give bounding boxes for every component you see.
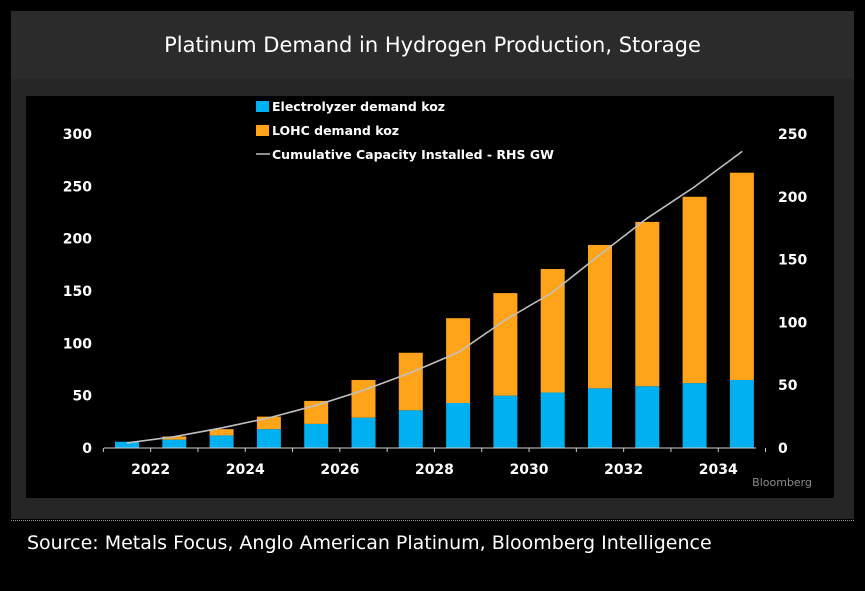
cumulative-point-2030 (504, 319, 506, 321)
bar-electrolyzer-2023 (162, 439, 187, 448)
bar-lohc-2026 (304, 400, 329, 424)
y-right-tick-label: 150 (778, 253, 807, 269)
cumulative-point-2028 (410, 372, 412, 374)
bar-electrolyzer-2025 (256, 429, 281, 448)
bar-lohc-2032 (588, 244, 612, 389)
x-tick-label: 2026 (320, 462, 359, 478)
chart-title: Platinum Demand in Hydrogen Production, … (164, 33, 701, 57)
bloomberg-watermark: Bloomberg (752, 476, 812, 489)
bar-electrolyzer-2034 (682, 383, 707, 448)
bar-lohc-2023 (162, 436, 187, 440)
cumulative-capacity-line (126, 150, 743, 444)
cumulative-point-2024 (221, 427, 223, 429)
x-tick-label: 2028 (415, 462, 454, 478)
y-left-tick-label: 150 (63, 284, 92, 300)
y-left-tick-label: 200 (63, 232, 92, 248)
legend: Electrolyzer demand koz LOHC demand koz Cu… (256, 99, 554, 162)
cumulative-point-2023 (173, 436, 175, 438)
cumulative-point-2029 (457, 351, 459, 354)
y-left-tick-label: 0 (82, 441, 92, 457)
bar-lohc-2027 (351, 379, 376, 418)
x-tick-label: 2034 (699, 462, 738, 478)
bar-lohc-2028 (398, 352, 423, 411)
bar-lohc-2029 (446, 318, 471, 403)
bar-electrolyzer-2028 (398, 410, 423, 448)
bar-electrolyzer-2024 (209, 435, 234, 448)
y-right-tick-label: 250 (778, 127, 807, 143)
cumulative-point-2031 (552, 291, 554, 293)
cumulative-point-2035 (741, 150, 743, 153)
line-group (126, 150, 743, 444)
cumulative-point-2034 (694, 186, 696, 188)
axes-group: 2022 2024 2026 2028 2030 2032 2034 0 50 100 150 200… (63, 127, 808, 478)
source-note: Source: Metals Focus, Anglo American Pla… (27, 532, 712, 554)
divider (11, 520, 854, 521)
cumulative-point-2032 (599, 253, 601, 256)
bar-electrolyzer-2035 (729, 379, 754, 448)
cumulative-point-2027 (362, 389, 365, 391)
y-left-tick-label: 50 (73, 389, 93, 405)
title-bar: Platinum Demand in Hydrogen Production, … (11, 11, 854, 79)
bar-lohc-2035 (729, 172, 754, 380)
cumulative-point-2033 (646, 217, 648, 219)
y-left-tick-label: 100 (63, 336, 92, 352)
chart-area: 2022 2024 2026 2028 2030 2032 2034 0 50 100 150 200… (26, 96, 834, 498)
cumulative-point-2022 (126, 442, 128, 444)
cumulative-point-2025 (268, 417, 270, 419)
y-right-tick-label: 100 (778, 315, 807, 331)
x-tick-label: 2022 (131, 462, 170, 478)
bar-electrolyzer-2022 (115, 441, 139, 448)
y-left-tick-label: 250 (63, 179, 92, 195)
bar-lohc-2033 (635, 221, 660, 387)
bar-lohc-2030 (493, 293, 518, 396)
bar-electrolyzer-2033 (635, 386, 660, 448)
legend-label: Cumulative Capacity Installed - RHS GW (272, 147, 554, 162)
cumulative-point-2026 (315, 404, 317, 406)
x-tick-label: 2032 (604, 462, 643, 478)
bar-electrolyzer-2030 (493, 395, 518, 448)
legend-label: Electrolyzer demand koz (272, 99, 445, 114)
bars-group (115, 172, 754, 448)
chart-svg: 2022 2024 2026 2028 2030 2032 2034 0 50 100 150 200… (63, 99, 812, 489)
bar-lohc-2024 (209, 429, 234, 436)
legend-label: LOHC demand koz (272, 123, 399, 138)
bar-electrolyzer-2031 (540, 392, 565, 448)
bar-electrolyzer-2027 (351, 417, 376, 448)
bar-lohc-2034 (682, 196, 707, 384)
bar-electrolyzer-2026 (304, 423, 329, 448)
y-right-tick-label: 50 (778, 378, 798, 394)
x-tick-label: 2030 (510, 462, 549, 478)
y-left-tick-label: 300 (63, 127, 92, 143)
bar-electrolyzer-2032 (588, 388, 612, 448)
bar-electrolyzer-2029 (446, 402, 471, 448)
legend-swatch-lohc (256, 125, 269, 136)
y-right-tick-label: 0 (778, 441, 788, 457)
bar-lohc-2031 (540, 269, 565, 393)
y-right-tick-label: 200 (778, 190, 807, 206)
legend-swatch-electrolyzer (256, 101, 269, 112)
x-tick-label: 2024 (226, 462, 265, 478)
